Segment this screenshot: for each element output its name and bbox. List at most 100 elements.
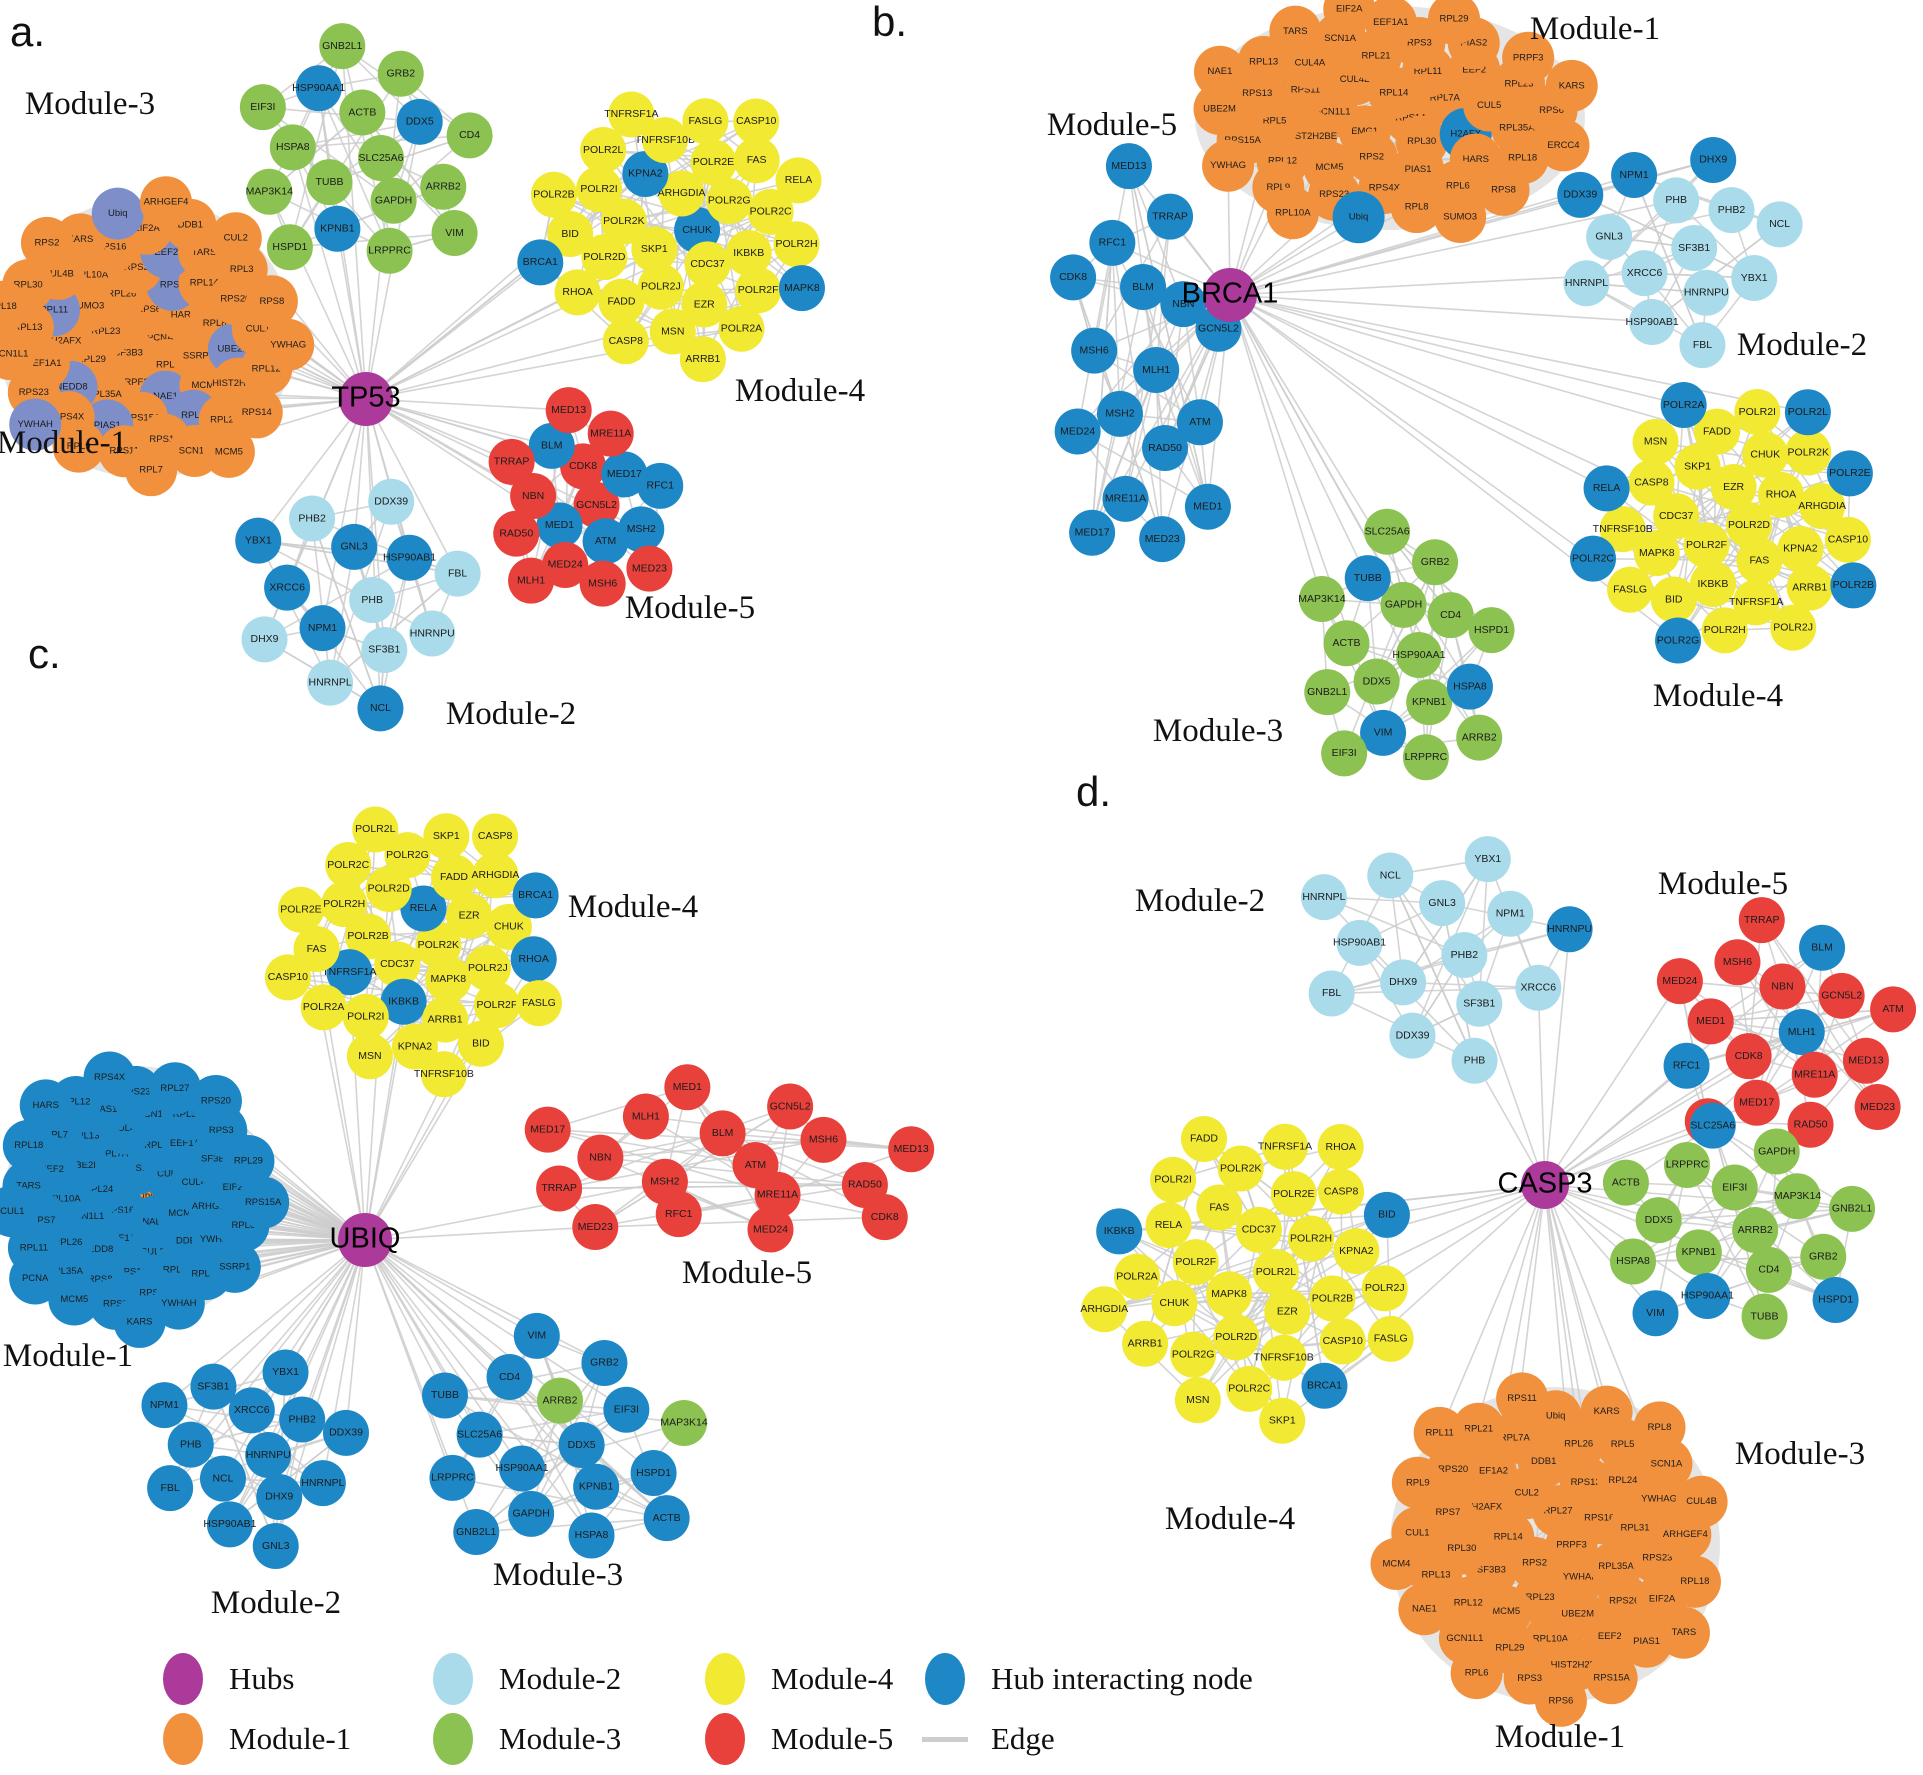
hub-label: CASP3 — [1497, 1168, 1592, 1200]
node-label: RPL21 — [1464, 1423, 1493, 1434]
node-label: RPL35A — [86, 389, 122, 400]
network-node: MAP3K14 — [1298, 575, 1346, 622]
node-label: RFC1 — [1099, 237, 1127, 249]
network-node: ACTB — [643, 1495, 690, 1542]
module-label: Module-3 — [25, 86, 155, 122]
node-label: TUBB — [315, 176, 343, 188]
network-node: TARS — [1269, 5, 1322, 58]
network-node: POLR2I — [342, 993, 389, 1040]
network-node: KARS — [1580, 1385, 1633, 1438]
node-label: MED24 — [1060, 425, 1095, 437]
node-label: RPL26 — [53, 1237, 82, 1248]
module-label: Module-4 — [1653, 678, 1783, 714]
node-label: MLH1 — [1142, 364, 1170, 376]
node-label: HARS — [33, 1100, 59, 1111]
node-label: UBE2I — [68, 1160, 95, 1171]
node-label: RPL7A — [1500, 1432, 1531, 1443]
network-node: MED17 — [1069, 509, 1116, 556]
node-label: MCM4 — [168, 1208, 196, 1219]
node-label: GRB2 — [590, 1357, 619, 1369]
node-label: SKP1 — [1269, 1415, 1296, 1427]
node-label: RPL6 — [156, 360, 180, 371]
network-node: TNFRSF10B — [1593, 506, 1653, 553]
network-node: FAS — [293, 925, 340, 972]
node-label: MED13 — [894, 1143, 929, 1155]
node-label: POLR2L — [355, 823, 395, 835]
network-edge — [1655, 1256, 1824, 1315]
node-label: NPM1 — [1496, 908, 1525, 920]
network-node: GCN1L1 — [0, 328, 36, 381]
network-node: TARS — [1657, 1606, 1710, 1659]
network-node: ARRB1 — [1122, 1320, 1169, 1367]
network-node: MAPK8 — [778, 265, 825, 312]
network-edge — [1781, 985, 1879, 1108]
node-label: RAD50 — [848, 1179, 882, 1191]
network-node: CHUK — [1151, 1280, 1198, 1327]
network-node: SF3B1 — [361, 626, 408, 673]
node-label: RELA — [785, 174, 812, 186]
node-label: MED17 — [530, 1123, 565, 1135]
network-edge — [1091, 242, 1114, 533]
network-node: MSH6 — [800, 1116, 847, 1163]
network-node: PHB — [1653, 177, 1700, 224]
node-label: FAS — [747, 154, 767, 166]
node-label: RPL11 — [1414, 66, 1442, 77]
node-label: RPS3 — [1517, 1673, 1542, 1684]
node-label: POLR2C — [750, 206, 792, 218]
node-label: RPL11 — [20, 1242, 48, 1253]
hub-node-TP53: TP53 — [331, 372, 401, 426]
node-label: RPL12 — [61, 1097, 90, 1108]
node-label: PIAS1 — [1633, 1636, 1660, 1647]
network-node: FASLG — [515, 980, 562, 1027]
network-node: NPM1 — [1611, 152, 1658, 199]
legend-item-hubs: Hubs — [163, 1652, 294, 1706]
network-edge — [1679, 980, 1816, 1076]
network-node: MED1 — [1184, 483, 1231, 530]
network-edge — [1229, 1287, 1385, 1296]
node-label: POLR2G — [708, 195, 751, 207]
node-label: POLR2G — [1657, 634, 1700, 646]
node-label: EIF3I — [250, 101, 275, 113]
network-node: PHB — [1451, 1037, 1498, 1084]
module-2-swatch-icon — [433, 1653, 473, 1705]
node-label: POLR2K — [1788, 446, 1829, 458]
network-node: GNB2L1 — [1304, 669, 1351, 716]
network-node: KARS — [1545, 59, 1598, 112]
node-label: CUL4B — [1686, 1496, 1717, 1507]
node-label: PHB2 — [1451, 949, 1479, 961]
node-label: PRPF3 — [1556, 1540, 1587, 1551]
network-node: HSP90AB1 — [1333, 919, 1386, 966]
node-label: POLR2J — [1773, 621, 1813, 633]
network-node: HNRNPU — [245, 1432, 292, 1478]
node-label: MLH1 — [632, 1110, 660, 1122]
node-label: NBN — [1771, 980, 1793, 992]
node-label: TARS — [1283, 26, 1308, 37]
node-label: GNB2L1 — [322, 40, 362, 52]
node-label: KPNA2 — [628, 168, 663, 180]
hub-spoke-edge — [1229, 294, 1653, 323]
node-label: EZR — [694, 298, 715, 310]
node-label: KPNB1 — [1682, 1246, 1717, 1258]
network-node: POLR2L — [352, 806, 399, 853]
node-label: ARHGDIA — [1080, 1303, 1128, 1315]
node-label: HNRNPU — [1684, 287, 1729, 299]
node-label: CUL4A — [1295, 57, 1326, 68]
node-label: GNL3 — [1428, 897, 1456, 909]
node-label: PHB2 — [298, 512, 326, 524]
node-label: PRPF3 — [118, 377, 149, 388]
node-label: YWHAG — [1210, 160, 1246, 171]
node-label: CHUK — [494, 921, 524, 933]
network-node: POLR2L — [1252, 1249, 1299, 1295]
network-node: DDX39 — [1389, 1012, 1436, 1059]
network-node: POLR2C — [1570, 535, 1617, 582]
node-label: RPS11 — [117, 1267, 146, 1278]
network-node: MED1 — [1687, 998, 1734, 1045]
node-label: UBE2M — [1561, 1609, 1594, 1620]
hub-spoke-edge — [1544, 1120, 1709, 1186]
network-node: MCM5 — [202, 425, 255, 478]
node-label: MAPK8 — [784, 282, 820, 294]
node-label: ARHGDIA — [1798, 500, 1846, 512]
network-node: RFC1 — [1663, 1042, 1710, 1089]
node-label: DDX39 — [1396, 1029, 1430, 1041]
node-label: ARHGEF4 — [1663, 1529, 1708, 1540]
